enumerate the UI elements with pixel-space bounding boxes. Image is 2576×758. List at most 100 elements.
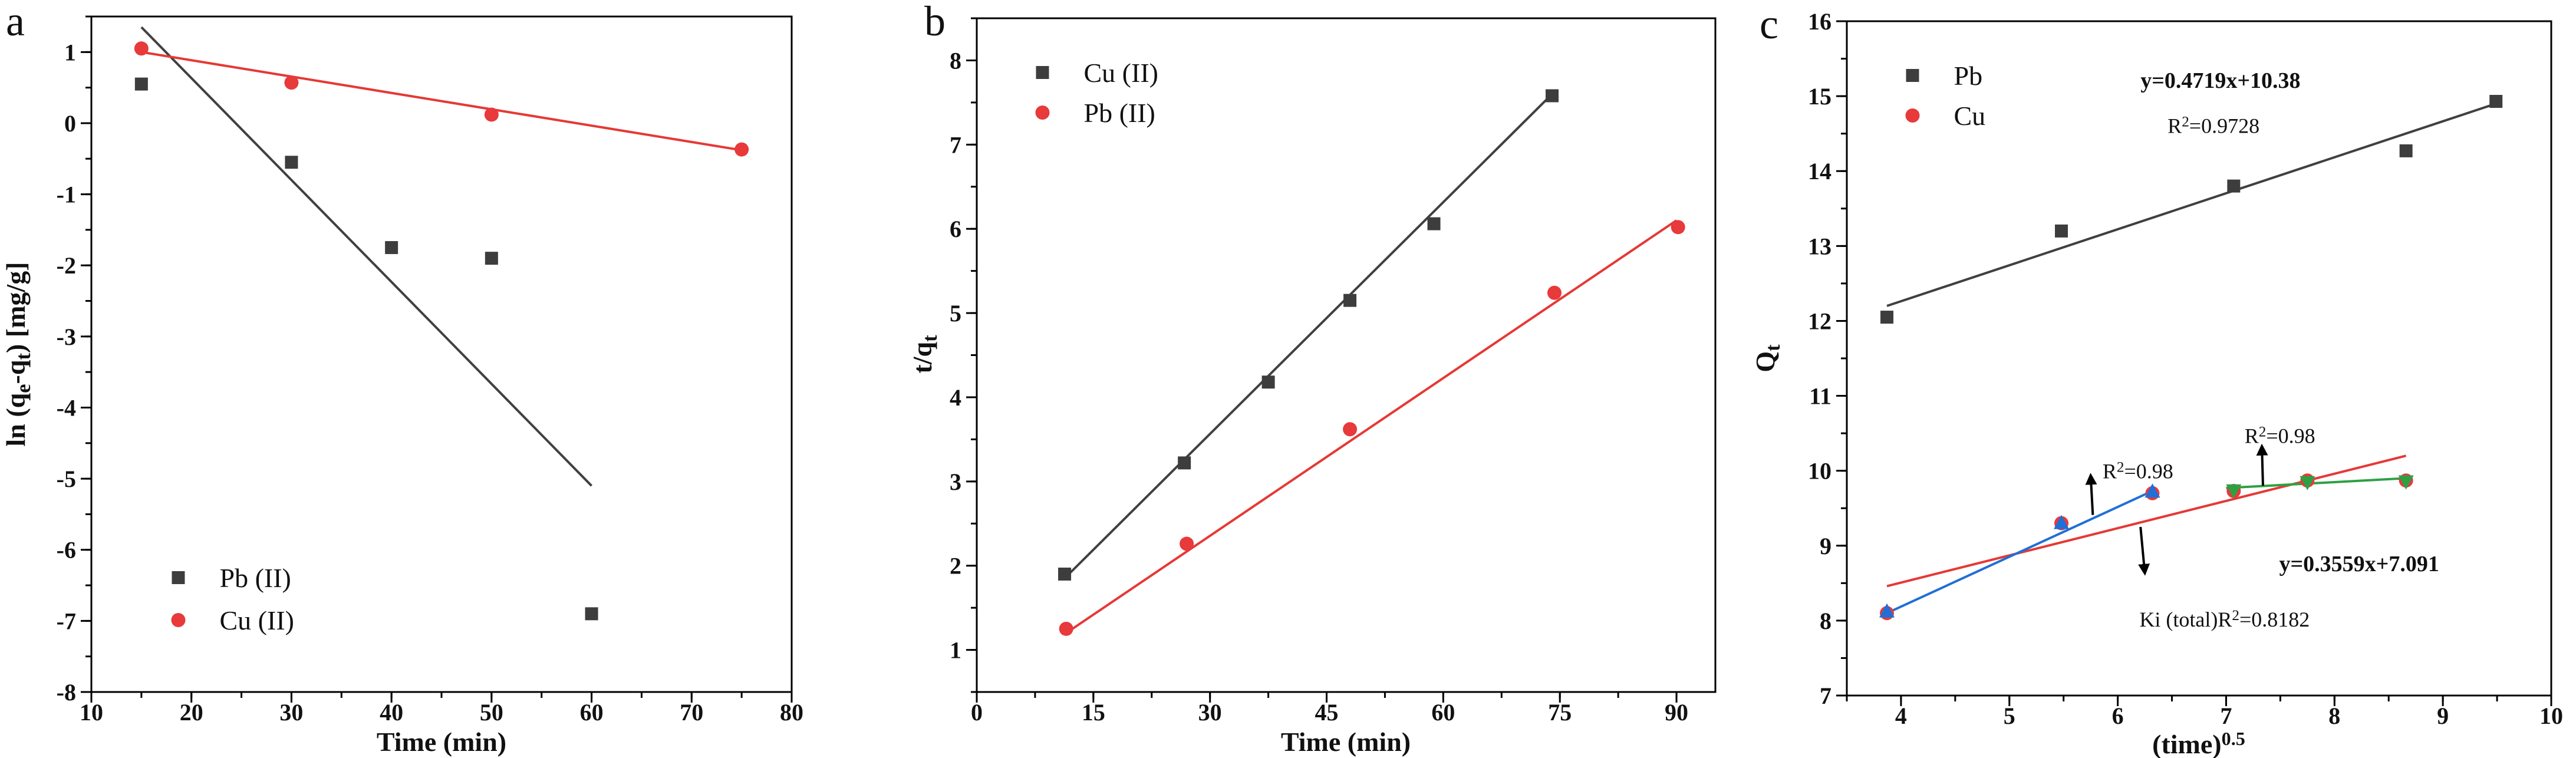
- x-tick-label: 9: [2437, 703, 2449, 729]
- y-tick-label: 11: [1809, 383, 1831, 410]
- y-axis-title: Qt: [1750, 344, 1784, 373]
- x-tick-label: 6: [2112, 703, 2124, 729]
- text-run: Time (min): [377, 727, 506, 757]
- data-point: [1671, 220, 1685, 235]
- y-tick-label: -2: [57, 252, 76, 279]
- y-tick-label: 15: [1808, 83, 1831, 110]
- text-run: =0.8182: [2239, 608, 2310, 631]
- x-tick-label: 75: [1548, 699, 1572, 726]
- x-tick-label: 30: [1198, 699, 1222, 726]
- y-tick-label: 1: [64, 39, 76, 65]
- text-run: Q: [1750, 351, 1780, 373]
- text-run: t/q: [907, 341, 937, 373]
- y-tick-label: 8: [1820, 608, 1831, 634]
- text-run: Ki (total)R: [2139, 608, 2232, 631]
- y-tick-label: 1: [950, 637, 961, 664]
- x-tick-label: 8: [2328, 703, 2340, 729]
- data-point: [284, 75, 299, 90]
- x-tick-label: 45: [1315, 699, 1339, 726]
- x-tick-label: 10: [2539, 703, 2563, 729]
- text-run: R: [2103, 459, 2117, 483]
- legend-label: Cu (II): [220, 605, 294, 635]
- y-tick-label: -8: [57, 679, 76, 706]
- annotation: R2=0.9728: [2167, 114, 2259, 137]
- legend-label: Cu (II): [1084, 58, 1158, 88]
- x-tick-label: 80: [780, 699, 803, 726]
- legend-marker: [1035, 106, 1050, 120]
- y-tick-label: 3: [950, 469, 961, 495]
- fit-line-3: [2226, 477, 2406, 489]
- data-point: [2055, 224, 2068, 238]
- x-tick-label: 40: [380, 699, 403, 726]
- legend-marker: [172, 571, 185, 584]
- subscript: t: [1762, 344, 1784, 351]
- x-tick-label: 30: [279, 699, 303, 726]
- subscript: t: [919, 335, 941, 342]
- y-tick-label: -4: [57, 394, 76, 421]
- fit-line-0: [140, 26, 592, 487]
- x-tick-label: 15: [1082, 699, 1105, 726]
- subscript: e: [12, 384, 35, 393]
- annotation: R2=0.98: [2245, 424, 2315, 447]
- y-tick-label: 6: [950, 216, 961, 242]
- x-tick-label: 0: [971, 699, 983, 726]
- arrow-icon: [2256, 443, 2268, 486]
- x-axis-title: (time)0.5: [2152, 728, 2245, 758]
- data-point: [2226, 484, 2242, 499]
- data-point: [1058, 567, 1072, 581]
- data-point: [1546, 89, 1559, 103]
- x-tick-label: 5: [2004, 703, 2015, 729]
- text-run: ) [mg/g]: [1, 262, 31, 353]
- y-tick-label: 7: [950, 131, 961, 158]
- x-tick-label: 70: [680, 699, 703, 726]
- data-point: [134, 77, 148, 91]
- data-point: [2399, 144, 2413, 157]
- y-tick-label: -1: [57, 182, 76, 208]
- annotation: R2=0.98: [2103, 459, 2173, 483]
- x-axis-title: Time (min): [1281, 727, 1411, 757]
- text-run: Time (min): [1281, 727, 1411, 757]
- x-tick-label: 4: [1895, 703, 1907, 729]
- data-point: [1261, 375, 1275, 389]
- y-tick-label: 0: [64, 110, 76, 137]
- y-axis-title: ln (qe-qt) [mg/g]: [1, 262, 35, 446]
- y-tick-label: 14: [1808, 158, 1831, 184]
- panel-label: b: [924, 0, 946, 45]
- subscript: t: [12, 353, 35, 360]
- x-axis-title: Time (min): [377, 727, 506, 757]
- y-tick-label: -6: [57, 537, 76, 563]
- text-run: =0.9728: [2189, 114, 2259, 137]
- data-point: [1547, 285, 1562, 300]
- fit-line-1: [1886, 454, 2407, 588]
- x-tick-label: 10: [80, 699, 103, 726]
- x-tick-label: 50: [480, 699, 503, 726]
- data-point: [2054, 515, 2070, 529]
- legend-label: Pb: [1954, 61, 1983, 91]
- fit-line-0: [1063, 93, 1553, 579]
- fit-line-0: [1886, 102, 2496, 307]
- superscript: 0.5: [2222, 728, 2245, 749]
- data-point: [1059, 621, 1073, 636]
- data-point: [1343, 294, 1357, 307]
- x-tick-label: 20: [180, 699, 203, 726]
- arrow-icon: [2085, 473, 2097, 515]
- y-tick-label: 9: [1820, 533, 1831, 559]
- annotation: y=0.3559x+7.091: [2279, 552, 2439, 576]
- plot-frame: [90, 15, 793, 693]
- data-point: [1427, 217, 1441, 230]
- fit-line-1: [141, 51, 742, 151]
- data-point: [1343, 422, 1358, 437]
- y-tick-label: 5: [950, 300, 961, 327]
- x-tick-label: 60: [1431, 699, 1455, 726]
- legend-marker: [171, 613, 186, 627]
- data-point: [484, 107, 499, 122]
- legend-label: Pb (II): [220, 563, 291, 593]
- data-point: [385, 241, 398, 255]
- panel-a: a 10 20 30 40 50 60 70 80 -8 -7 -6 -5 -4 -3 -2 -1 0 1 Time …: [1, 0, 803, 757]
- legend-marker: [1906, 69, 1919, 82]
- data-point: [2398, 475, 2414, 490]
- text-run: ln (q: [1, 393, 31, 446]
- data-point: [2227, 179, 2241, 193]
- y-tick-label: 10: [1808, 458, 1831, 485]
